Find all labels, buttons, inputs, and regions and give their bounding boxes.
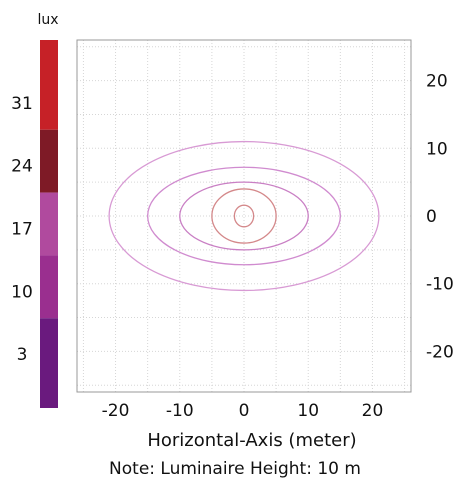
colorbar-unit-label: lux [37, 12, 58, 28]
contours [108, 140, 380, 292]
contour-line-5 [233, 204, 255, 228]
x-tick-label: 0 [239, 401, 250, 421]
contour-line-3 [179, 181, 309, 251]
colorbar-band-5 [40, 318, 58, 408]
x-tick-label: -10 [166, 401, 194, 421]
colorbar-band-2 [40, 129, 58, 193]
footnote: Note: Luminaire Height: 10 m [109, 459, 361, 479]
colorbar-tick-label: 31 [11, 94, 33, 114]
x-tick-label: -20 [102, 401, 130, 421]
y-tick-label: 20 [426, 72, 448, 92]
y-tick-label: 10 [426, 139, 448, 159]
y-tick-label: -20 [426, 342, 454, 362]
colorbar-tick-label: 10 [11, 282, 33, 302]
colorbar-tick-label: 17 [11, 219, 33, 239]
colorbar-tick-label: 3 [17, 345, 28, 365]
contour-line-2 [147, 166, 341, 266]
y-tick-label: 0 [426, 207, 437, 227]
x-tick-labels: -20 -10 0 10 20 [102, 401, 384, 421]
colorbar-band-3 [40, 192, 58, 256]
colorbar [40, 40, 58, 408]
x-axis-label: Horizontal-Axis (meter) [147, 430, 356, 451]
plot-frame [76, 39, 412, 393]
colorbar-band-4 [40, 255, 58, 319]
y-tick-label: -10 [426, 275, 454, 295]
y-tick-labels: 20 10 0 -10 -20 [426, 72, 454, 363]
colorbar-tick-label: 24 [11, 157, 33, 177]
colorbar-tick-labels: 31 24 17 10 3 [11, 94, 33, 365]
plot-area [76, 39, 412, 393]
x-tick-label: 20 [362, 401, 384, 421]
plot-background [77, 40, 411, 392]
x-tick-label: 10 [297, 401, 319, 421]
colorbar-band-1 [40, 40, 58, 130]
contour-line-1 [108, 140, 380, 292]
contour-line-4 [211, 188, 277, 244]
